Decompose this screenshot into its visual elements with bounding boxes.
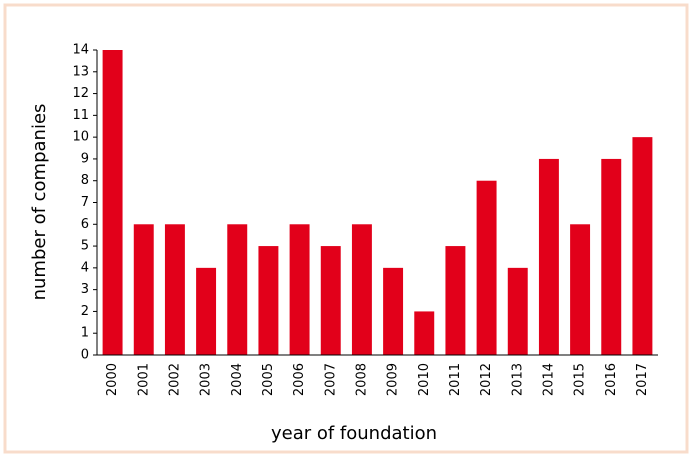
y-tick-label: 0 [81,348,89,363]
y-tick-label: 10 [72,130,89,145]
x-tick-label: 2011 [448,363,463,396]
bar [227,224,248,355]
bar [383,267,404,355]
x-tick-label: 2006 [292,363,307,396]
x-tick-label: 2008 [354,363,369,396]
bar [414,311,435,355]
x-tick-label: 2001 [136,363,151,396]
y-tick-label: 5 [81,239,89,254]
bar [538,158,559,355]
y-tick-label: 1 [81,326,89,341]
bar [632,137,653,355]
x-tick-label: 2002 [167,363,182,396]
bar [258,246,279,355]
y-tick-label: 12 [72,86,89,101]
x-tick-label: 2003 [199,363,214,396]
x-tick-label: 2014 [541,363,556,396]
x-tick-label: 2010 [417,363,432,396]
bar [445,246,466,355]
y-axis-title: number of companies [29,104,50,301]
y-tick-label: 6 [81,217,89,232]
x-tick-label: 2013 [510,363,525,396]
bar [102,50,123,355]
bar [601,158,622,355]
bar [507,267,528,355]
bar [289,224,310,355]
x-tick-label: 2017 [635,363,650,396]
x-tick-label: 2009 [386,363,401,396]
bar [476,180,497,355]
x-axis-title: year of foundation [271,423,437,444]
y-tick-label: 11 [72,108,89,123]
bar [320,246,341,355]
y-tick-label: 3 [81,282,89,297]
x-tick-label: 2004 [230,363,245,396]
y-tick-label: 13 [72,64,89,79]
y-tick-label: 14 [72,43,89,58]
x-tick-label: 2000 [105,363,120,396]
bar [133,224,154,355]
y-tick-label: 7 [81,195,89,210]
bar [164,224,185,355]
y-tick-label: 2 [81,304,89,319]
x-tick-label: 2016 [604,363,619,396]
x-tick-label: 2015 [573,363,588,396]
x-tick-label: 2012 [479,363,494,396]
bar [196,267,217,355]
bar [570,224,591,355]
y-tick-label: 8 [81,173,89,188]
y-tick-label: 4 [81,260,89,275]
x-tick-label: 2005 [261,363,276,396]
bar [351,224,372,355]
x-tick-label: 2007 [323,363,338,396]
y-tick-label: 9 [81,151,89,166]
